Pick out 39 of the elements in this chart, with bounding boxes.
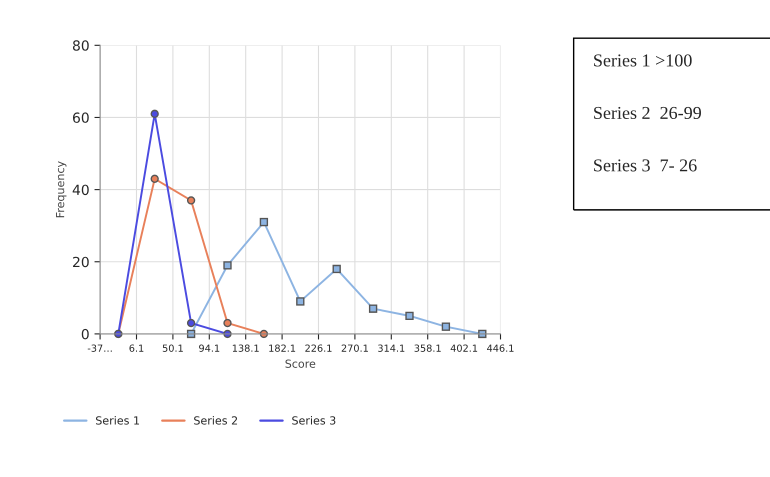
text: Series 3 7- 26 bbox=[594, 159, 697, 172]
x-tick-label: 226.1 bbox=[305, 344, 332, 352]
x-tick-label: 402.1 bbox=[450, 344, 478, 352]
text: Series 1 >100 bbox=[594, 54, 692, 67]
legend-label: Series 3 bbox=[292, 416, 336, 425]
y-tick-label: 60 bbox=[72, 112, 89, 123]
x-tick-label: 182.1 bbox=[269, 344, 296, 352]
point bbox=[223, 318, 232, 328]
point bbox=[442, 322, 450, 331]
x-tick-label: 446.1 bbox=[487, 344, 514, 352]
x-tick-label: 138.1 bbox=[232, 344, 259, 352]
text: Series 2 26-99 bbox=[594, 106, 701, 119]
point bbox=[478, 330, 486, 338]
point bbox=[260, 218, 268, 226]
point bbox=[150, 110, 159, 118]
point bbox=[296, 297, 304, 306]
x-tick-label: 6.1 bbox=[129, 344, 144, 352]
point bbox=[223, 261, 232, 270]
point bbox=[332, 264, 341, 274]
x-tick-label: 358.1 bbox=[414, 344, 441, 352]
point bbox=[368, 304, 378, 313]
legend-label: Series 2 bbox=[194, 416, 238, 425]
x-tick-label: 94.1 bbox=[199, 344, 220, 352]
point bbox=[186, 196, 196, 205]
point bbox=[150, 174, 159, 183]
point bbox=[186, 330, 196, 338]
x-axis-title: Score bbox=[285, 359, 316, 368]
x-tick-label: 314.1 bbox=[378, 344, 404, 352]
legend-label: Series 1 bbox=[96, 416, 140, 425]
y-tick-label: 40 bbox=[72, 184, 89, 196]
y-tick-label: 80 bbox=[72, 40, 89, 51]
x-tick-label: 50.1 bbox=[162, 344, 183, 352]
x-tick-label: 270.1 bbox=[342, 344, 368, 352]
point bbox=[405, 312, 414, 320]
y-axis-title: Frequency bbox=[56, 161, 66, 218]
y-tick-label: 20 bbox=[73, 256, 89, 268]
y-tick-label: 0 bbox=[82, 328, 89, 340]
point bbox=[186, 318, 196, 328]
x-tick-label: -37… bbox=[88, 344, 112, 352]
